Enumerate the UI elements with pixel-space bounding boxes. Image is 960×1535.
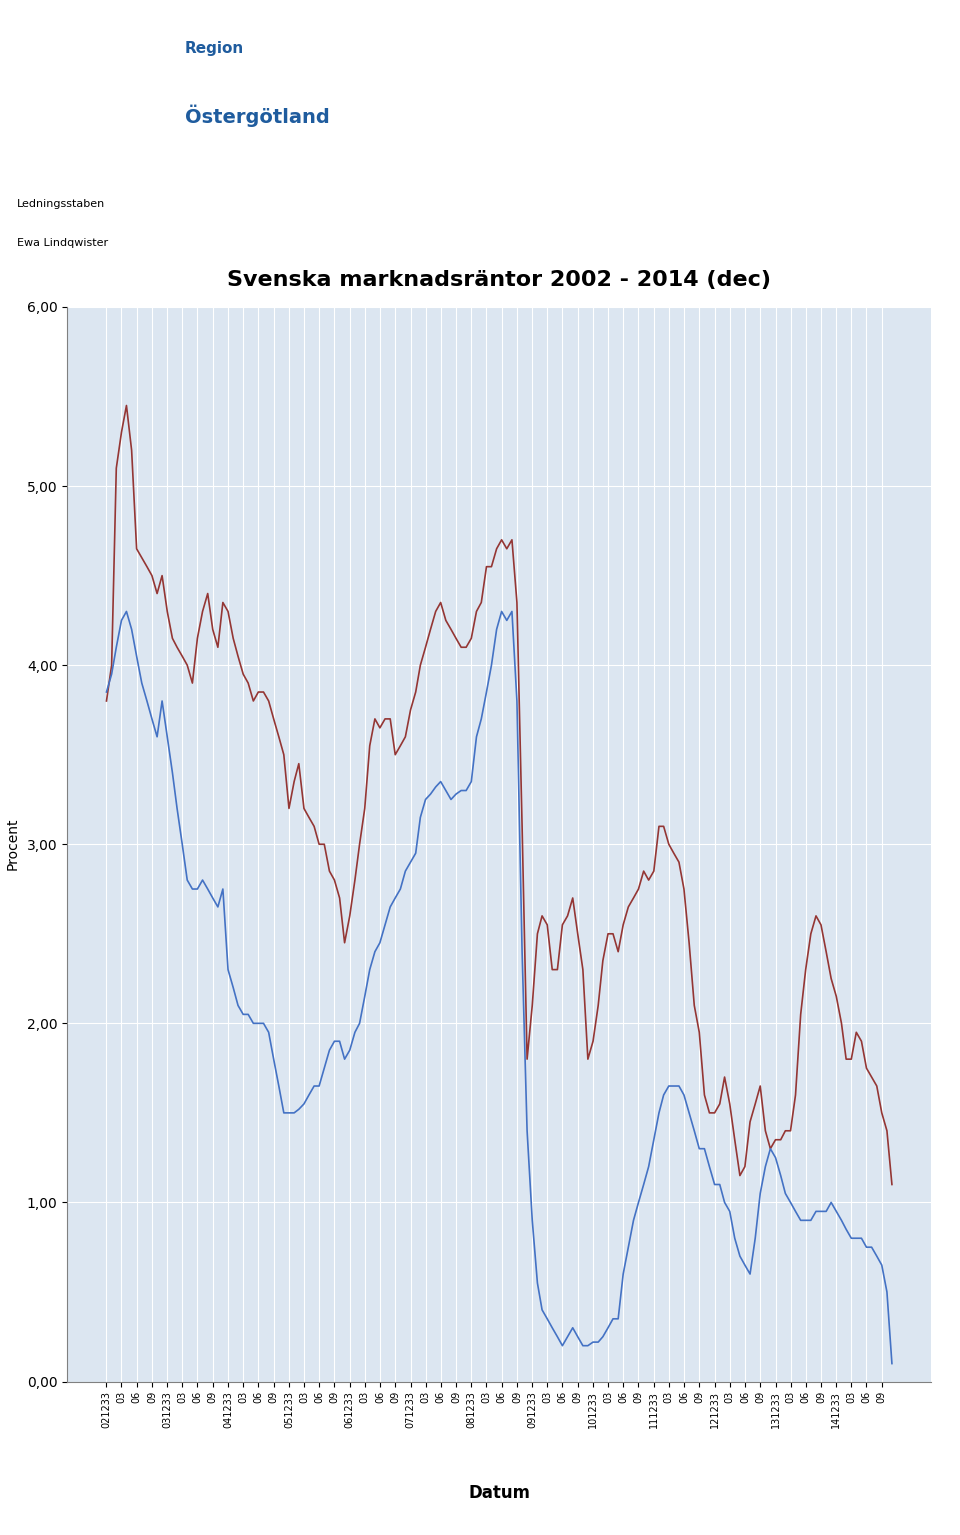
- Text: Ewa Lindqwister: Ewa Lindqwister: [17, 238, 108, 247]
- X-axis label: Datum: Datum: [468, 1484, 530, 1501]
- Text: Ledningsstaben: Ledningsstaben: [17, 200, 105, 209]
- Y-axis label: Procent: Procent: [6, 818, 20, 870]
- Text: Region: Region: [184, 41, 244, 57]
- Text: Östergötland: Östergötland: [184, 104, 329, 127]
- Title: Svenska marknadsräntor 2002 - 2014 (dec): Svenska marknadsräntor 2002 - 2014 (dec): [228, 270, 771, 290]
